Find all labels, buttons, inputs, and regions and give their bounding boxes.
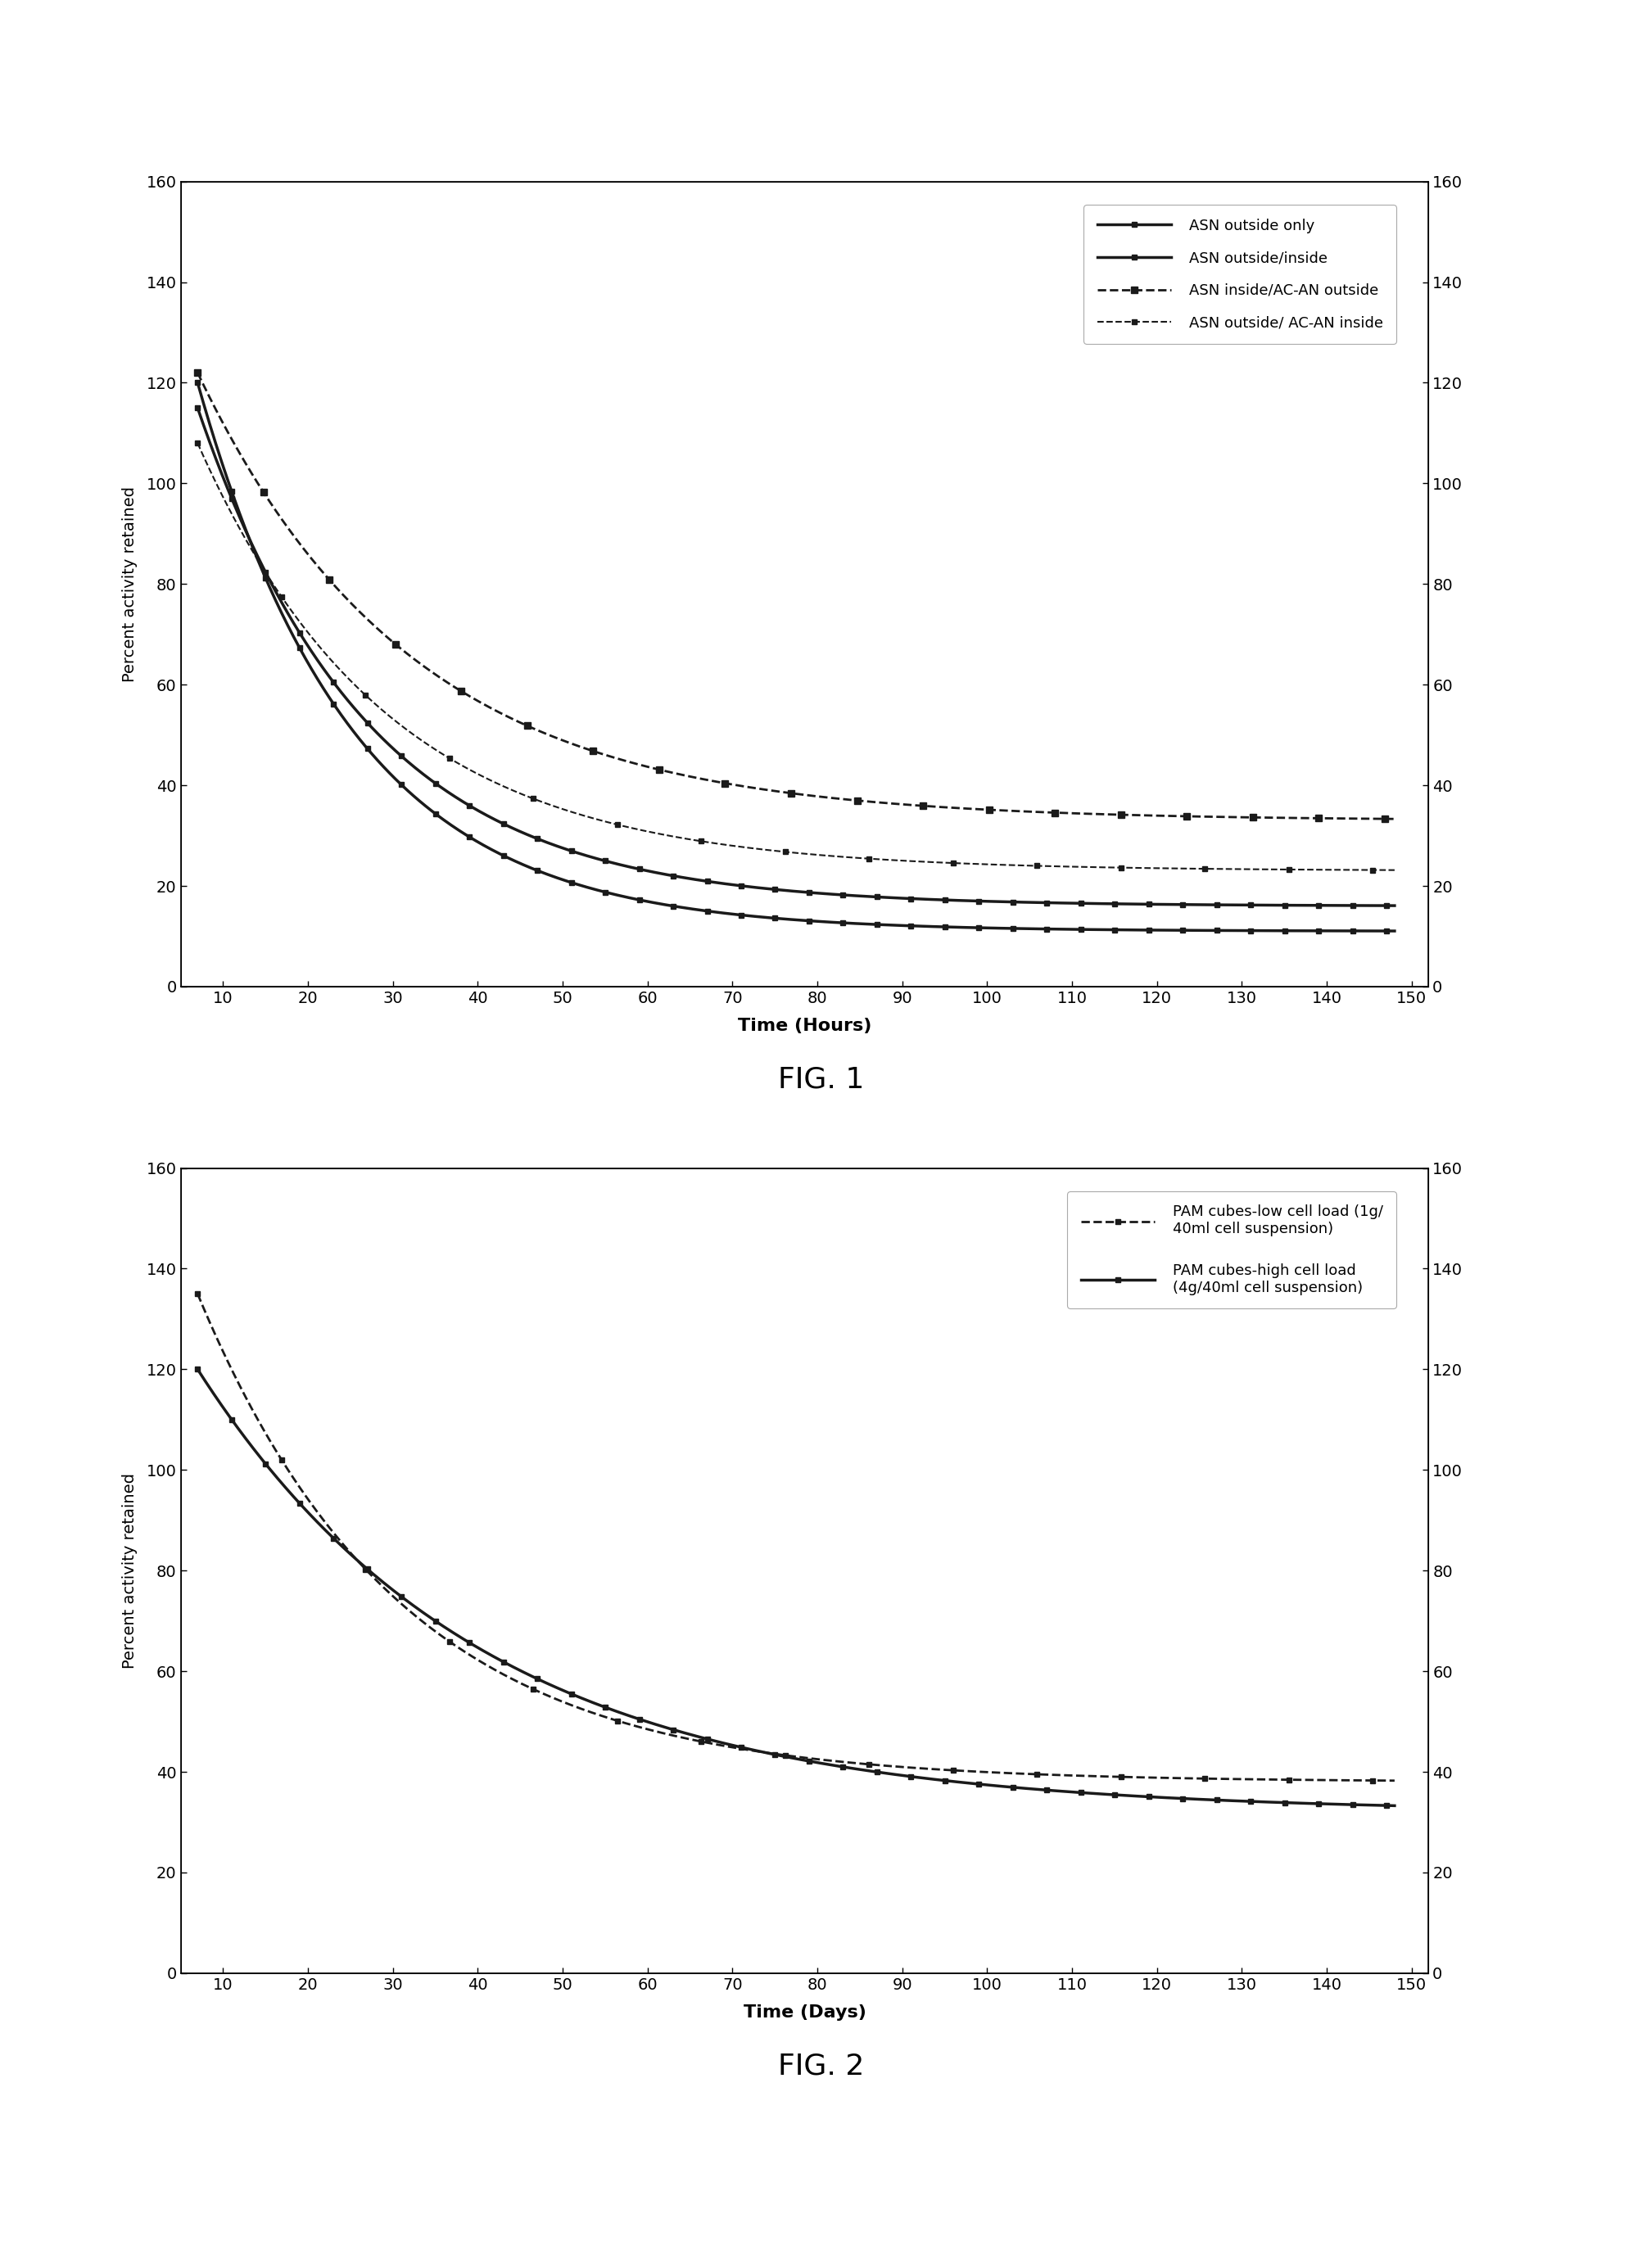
Y-axis label: Percent activity retained: Percent activity retained	[122, 1472, 138, 1669]
Text: FIG. 1: FIG. 1	[778, 1066, 864, 1093]
Legend: ASN outside only, ASN outside/inside, ASN inside/AC-AN outside, ASN outside/ AC-: ASN outside only, ASN outside/inside, AS…	[1084, 204, 1396, 345]
Y-axis label: Percent activity retained: Percent activity retained	[122, 485, 138, 683]
X-axis label: Time (Hours): Time (Hours)	[737, 1018, 872, 1034]
X-axis label: Time (Days): Time (Days)	[744, 2005, 865, 2021]
Legend: PAM cubes-low cell load (1g/
40ml cell suspension), PAM cubes-high cell load
(4g: PAM cubes-low cell load (1g/ 40ml cell s…	[1067, 1191, 1396, 1309]
Text: FIG. 2: FIG. 2	[778, 2053, 864, 2080]
